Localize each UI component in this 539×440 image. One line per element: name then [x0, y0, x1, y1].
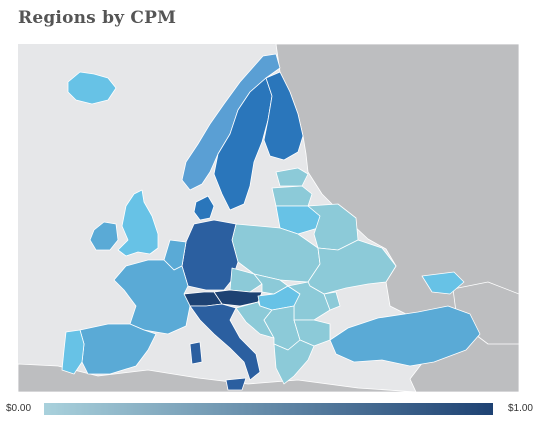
- region-sicily[interactable]: [225, 377, 247, 391]
- region-crimea[interactable]: [421, 271, 465, 295]
- region-ireland[interactable]: [89, 221, 119, 251]
- map-panel: [18, 44, 519, 392]
- page-title: Regions by CPM: [18, 8, 177, 28]
- region-turkey[interactable]: [329, 305, 481, 367]
- region-estonia[interactable]: [275, 167, 309, 187]
- legend-gradient-bar: [44, 403, 493, 415]
- legend-max-label: $1.00: [507, 403, 533, 414]
- region-romania[interactable]: [287, 281, 331, 321]
- region-norway[interactable]: [181, 53, 281, 191]
- region-greece[interactable]: [273, 339, 315, 385]
- region-denmark[interactable]: [193, 195, 215, 221]
- color-legend: $0.00 $1.00: [0, 400, 539, 422]
- legend-min-label: $0.00: [6, 403, 32, 414]
- region-finland[interactable]: [263, 71, 304, 161]
- region-north-africa[interactable]: [18, 363, 417, 392]
- region-italy[interactable]: [189, 303, 261, 381]
- region-portugal[interactable]: [61, 329, 85, 375]
- region-iceland[interactable]: [67, 71, 117, 105]
- europe-map: [18, 44, 519, 392]
- region-sardinia[interactable]: [189, 341, 203, 365]
- region-united-kingdom[interactable]: [117, 189, 159, 257]
- region-latvia[interactable]: [271, 185, 313, 207]
- region-france[interactable]: [113, 259, 191, 335]
- region-moldova[interactable]: [323, 291, 341, 311]
